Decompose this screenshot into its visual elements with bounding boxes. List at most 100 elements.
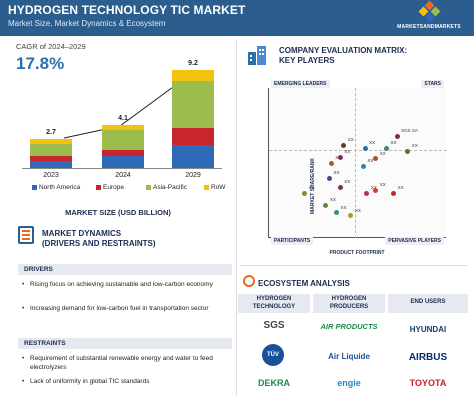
bar-total-label: 9.2 <box>188 60 198 68</box>
quadrant-label-pervasive: PERVASIVE PLAYERS <box>385 237 444 245</box>
ecosystem-icon <box>243 275 255 287</box>
matrix-point <box>337 184 343 190</box>
bar-category-label: 2029 <box>185 172 201 179</box>
legend-label: Europe <box>103 184 124 191</box>
bar-segment <box>30 139 72 144</box>
matrix-point <box>302 190 308 196</box>
legend-swatch <box>204 184 209 190</box>
clipboard-icon <box>18 226 34 244</box>
legend-swatch <box>96 184 101 190</box>
legend-label: RoW <box>211 184 226 191</box>
dynamics-title: MARKET DYNAMICS (DRIVERS AND RESTRAINTS) <box>42 229 155 249</box>
quadrant-label-participants: PARTICIPANTS <box>271 237 314 245</box>
matrix-point <box>394 133 400 139</box>
matrix-point-label: XX <box>369 140 376 145</box>
matrix-point <box>373 187 379 193</box>
logo-toyota: TOYOTA <box>409 378 447 388</box>
logo-engie: engie <box>337 378 361 388</box>
matrix-point <box>328 160 334 166</box>
matrix-point <box>323 202 329 208</box>
market-size-label: MARKET SIZE (USD BILLION) <box>65 208 171 217</box>
matrix-point <box>362 145 368 151</box>
matrix-point-label: XX <box>344 179 351 184</box>
bar-segment <box>102 149 144 157</box>
bar-segment <box>172 127 214 145</box>
bar-segment <box>30 143 72 157</box>
quadrant-divider-v <box>355 88 356 238</box>
logo-airbus: AIRBUS <box>408 352 448 363</box>
matrix-point <box>364 190 370 196</box>
matrix-x-axis-label: PRODUCT FOOTPRINT <box>329 250 385 256</box>
bar-category-label: 2024 <box>115 172 131 179</box>
legend-swatch <box>32 184 37 190</box>
bar-segment <box>102 156 144 168</box>
logo-sgs: SGS <box>263 320 285 331</box>
legend-item: Asia-Pacific <box>146 184 187 191</box>
bar-category-label: 2023 <box>43 172 59 179</box>
matrix-point-label: XX <box>333 170 340 175</box>
column-divider <box>236 40 237 396</box>
bar-total-label: 2.7 <box>46 129 56 137</box>
bar-segment <box>30 160 72 168</box>
logo-tuv: TÜV <box>262 344 284 366</box>
company-logo: MARKETSANDMARKETS <box>392 0 466 34</box>
legend-item: Europe <box>96 184 124 191</box>
matrix-title-line1: COMPANY EVALUATION MATRIX: <box>279 46 408 55</box>
legend-item: RoW <box>204 184 225 191</box>
matrix-point-label: SGS SA <box>401 128 418 133</box>
matrix-point-label: XX <box>367 158 374 163</box>
section-divider <box>240 265 468 266</box>
bar-segment <box>172 70 214 82</box>
matrix-point-label: XX <box>347 137 354 142</box>
matrix-point <box>348 213 354 218</box>
driver-item: Increasing demand for low-carbon fuel in… <box>22 305 228 314</box>
driver-item: Rising focus on achieving sustainable an… <box>22 281 228 290</box>
eco-column-header: END USERS <box>388 294 468 313</box>
eco-column-header: HYDROGEN TECHNOLOGY <box>238 294 310 313</box>
dynamics-title-line2: (DRIVERS AND RESTRAINTS) <box>42 239 156 248</box>
matrix-point <box>391 190 397 196</box>
matrix-point-label: XX <box>354 207 361 213</box>
dynamics-title-line1: MARKET DYNAMICS <box>42 229 122 238</box>
evaluation-matrix: EMERGING LEADERS STARS PARTICIPANTS PERV… <box>268 80 447 245</box>
bar-segment <box>172 81 214 128</box>
bar-segment <box>102 124 144 130</box>
chart-baseline <box>22 168 222 169</box>
matrix-point-label: XX <box>397 185 404 190</box>
matrix-point <box>360 163 366 169</box>
logo-dekra: DEKRA <box>257 378 290 388</box>
bar-segment <box>30 156 72 161</box>
matrix-point <box>334 210 340 215</box>
bar-segment <box>172 144 214 168</box>
quadrant-divider-h <box>269 150 447 151</box>
buildings-icon <box>248 46 266 65</box>
matrix-title-line2: KEY PLAYERS <box>279 56 335 65</box>
legend-swatch <box>146 184 151 190</box>
restraints-header: RESTRAINTS <box>18 338 232 349</box>
restraint-item: Lack of uniformity in global TIC standar… <box>22 378 228 387</box>
matrix-point <box>383 145 389 151</box>
logo-air-products: AIR PRODUCTS <box>320 322 378 331</box>
bar-total-label: 4.1 <box>118 114 128 122</box>
matrix-point <box>405 148 411 154</box>
header-banner: HYDROGEN TECHNOLOGY TIC MARKET Market Si… <box>0 0 474 36</box>
matrix-point-label: XX <box>329 197 336 202</box>
matrix-point-label: XX <box>335 155 342 160</box>
logo-air-liquide: Air Liquide <box>328 352 370 361</box>
matrix-point <box>373 156 379 161</box>
page-subtitle: Market Size, Market Dynamics & Ecosystem <box>8 19 166 28</box>
drivers-header: DRIVERS <box>18 264 232 275</box>
matrix-title: COMPANY EVALUATION MATRIX: KEY PLAYERS <box>279 46 407 66</box>
matrix-point <box>341 142 347 148</box>
eco-column-header: HYDROGEN PRODUCERS <box>313 294 385 313</box>
bar-segment <box>102 129 144 150</box>
matrix-point-label: XX <box>379 182 386 187</box>
legend-item: North America <box>32 184 80 191</box>
logo-hyundai: HYUNDAI <box>409 325 447 334</box>
page-title: HYDROGEN TECHNOLOGY TIC MARKET <box>8 3 246 17</box>
legend-label: North America <box>39 184 81 191</box>
matrix-point-label: XX <box>411 143 418 148</box>
ecosystem-title: ECOSYSTEM ANALYSIS <box>258 279 350 288</box>
matrix-point-label: XX <box>308 185 315 190</box>
market-size-chart: 2.7 2023 4.1 2024 9.2 2029 <box>0 60 230 190</box>
